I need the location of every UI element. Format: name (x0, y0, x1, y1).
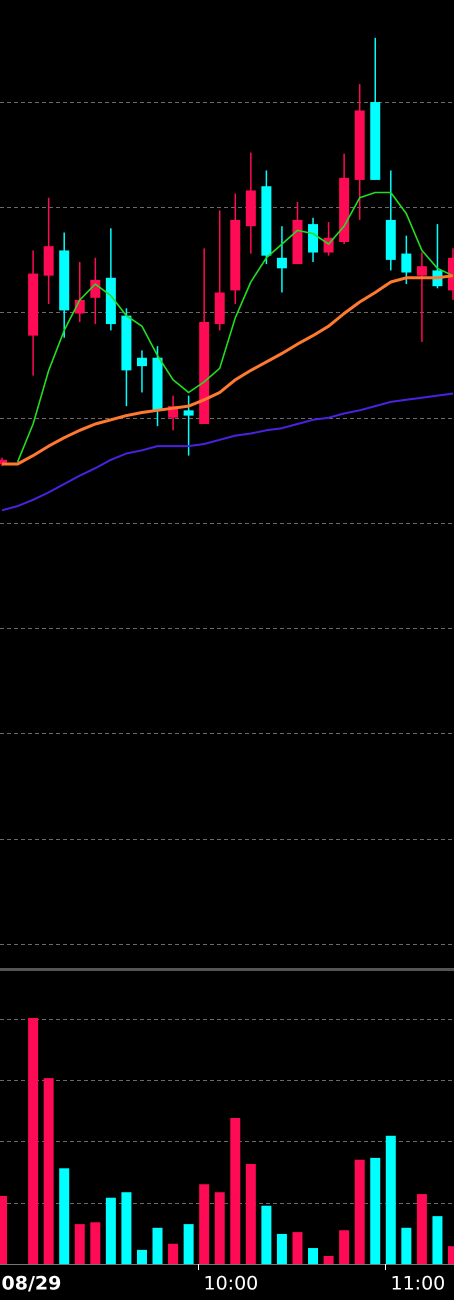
volume-bar (448, 1246, 454, 1264)
candle-body (292, 219, 303, 265)
candle-body (199, 321, 210, 425)
candle-body (59, 250, 70, 311)
candle-body (416, 266, 427, 276)
volume-bar (339, 1230, 350, 1264)
candle-body (28, 273, 39, 336)
candle-body (43, 246, 54, 276)
candle-body (90, 279, 101, 298)
volume-bar (152, 1227, 163, 1264)
candle-body (370, 102, 381, 180)
volume-bar (432, 1216, 443, 1264)
candle-body (308, 224, 319, 253)
candle-body (401, 253, 412, 273)
volume-bar (0, 1195, 7, 1264)
ma-line (16, 191, 454, 463)
volume-bar (370, 1157, 381, 1264)
candle-body (183, 410, 194, 416)
volume-bar (136, 1249, 147, 1264)
candle-body (385, 219, 396, 260)
ma-line (2, 274, 454, 466)
x-tick-label: 10:00 (204, 1273, 259, 1295)
volume-bar (261, 1205, 272, 1264)
volume-bar (105, 1197, 116, 1264)
candle-body (136, 357, 147, 367)
volume-bar (74, 1224, 85, 1264)
x-tick-label: 08/29 (2, 1273, 62, 1295)
volume-bar (401, 1227, 412, 1264)
candle-body (261, 186, 272, 256)
volume-bar (43, 1078, 54, 1264)
volume-bar (230, 1118, 241, 1264)
volume-bar (59, 1168, 70, 1264)
volume-bar (292, 1232, 303, 1264)
candle-body (323, 237, 334, 253)
candle-body (0, 459, 7, 465)
volume-bar (28, 1018, 39, 1264)
x-tick-label: 11:00 (391, 1273, 446, 1295)
candle-body (245, 190, 256, 227)
volume-bar (199, 1184, 210, 1264)
candle-body (121, 315, 132, 371)
volume-bar (308, 1248, 319, 1264)
volume-bar (354, 1159, 365, 1264)
ma-line (1, 392, 454, 512)
volume-bar (276, 1233, 287, 1264)
volume-bar (183, 1224, 194, 1264)
candle-body (339, 177, 350, 242)
volume-bar (245, 1164, 256, 1264)
volume-bar (90, 1222, 101, 1264)
candle-body (152, 357, 163, 411)
candle-body (354, 110, 365, 180)
volume-bar (323, 1256, 334, 1264)
candle-body (105, 277, 116, 325)
volume-bar (121, 1192, 132, 1264)
candle-body (276, 257, 287, 269)
volume-bar (385, 1135, 396, 1264)
volume-bar (214, 1192, 225, 1264)
candle-body (214, 292, 225, 325)
candle-body (74, 299, 85, 314)
candle-body (168, 406, 179, 418)
volume-bar (416, 1194, 427, 1264)
candle-body (230, 219, 241, 291)
volume-bar (168, 1243, 179, 1264)
